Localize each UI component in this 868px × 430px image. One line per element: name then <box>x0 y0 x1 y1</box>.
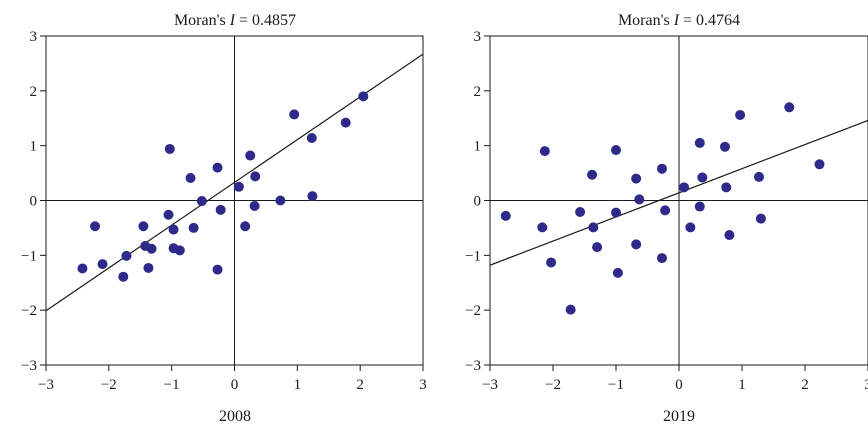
data-point-2019 <box>565 304 576 315</box>
data-point-2019 <box>784 102 795 113</box>
y-tick-label-2019: 1 <box>474 139 482 155</box>
x-tick-label-2008: −2 <box>101 377 117 393</box>
data-point-2008 <box>163 209 174 220</box>
y-tick-label-2019: −3 <box>465 358 481 374</box>
y-tick-label-2008: −3 <box>21 358 37 374</box>
y-tick-label-2019: 2 <box>474 84 482 100</box>
x-tick-label-2019: 1 <box>738 377 746 393</box>
y-tick-label-2008: −2 <box>21 303 37 319</box>
data-point-2008 <box>188 222 199 233</box>
data-point-2019 <box>592 242 603 253</box>
x-tick-label-2008: 1 <box>294 377 302 393</box>
y-tick-label-2008: 2 <box>30 84 38 100</box>
x-tick-label-2019: 2 <box>801 377 809 393</box>
y-tick-label-2008: 1 <box>30 139 38 155</box>
data-point-2008 <box>118 271 129 282</box>
data-point-2019 <box>755 213 766 224</box>
data-point-2019 <box>634 194 645 205</box>
data-point-2019 <box>694 201 705 212</box>
data-point-2019 <box>685 222 696 233</box>
data-point-2008 <box>250 171 261 182</box>
data-point-2008 <box>90 221 101 232</box>
data-point-2019 <box>587 169 598 180</box>
x-tick-label-2019: −1 <box>608 377 624 393</box>
data-point-2019 <box>754 171 765 182</box>
x-tick-label-2019: −3 <box>482 377 498 393</box>
chart-title-2019: Moran's I = 0.4764 <box>618 12 740 29</box>
x-tick-label-2019: −2 <box>545 377 561 393</box>
data-point-2008 <box>138 221 149 232</box>
data-point-2008 <box>358 91 369 102</box>
data-point-2019 <box>656 163 667 174</box>
data-point-2008 <box>143 262 154 273</box>
data-point-2008 <box>121 250 132 261</box>
x-tick-label-2008: −3 <box>38 377 54 393</box>
plot-area-2019: −3 −2 −1 0 1 2 3 3 2 1 0 −1 −2 −3 <box>465 29 868 393</box>
data-point-2008 <box>212 162 223 173</box>
data-point-2008 <box>164 143 175 154</box>
data-point-2008 <box>289 109 300 120</box>
y-tick-label-2008: 3 <box>30 29 38 45</box>
data-point-2008 <box>275 195 286 206</box>
data-point-2008 <box>168 224 179 235</box>
data-point-2008 <box>212 264 223 275</box>
data-point-2008 <box>245 150 256 161</box>
y-tick-label-2008: −1 <box>21 248 37 264</box>
x-tick-label-2019: 3 <box>864 377 868 393</box>
data-point-2019 <box>588 222 599 233</box>
data-point-2019 <box>539 146 550 157</box>
data-point-2019 <box>611 145 621 156</box>
data-point-2019 <box>697 172 708 183</box>
data-point-2019 <box>575 207 586 218</box>
x-tick-label-2008: 0 <box>231 377 239 393</box>
data-point-2019 <box>679 182 690 193</box>
x-axis-label-2008: 2008 <box>219 408 251 425</box>
x-tick-label-2008: 2 <box>356 377 364 393</box>
x-tick-label-2019: 0 <box>675 377 683 393</box>
data-point-2008 <box>307 191 318 202</box>
data-point-2019 <box>612 267 623 278</box>
data-point-2008 <box>196 196 207 207</box>
data-point-2008 <box>185 173 196 184</box>
x-tick-label-2008: 3 <box>419 377 427 393</box>
data-point-2019 <box>500 210 511 221</box>
data-point-2019 <box>721 182 732 193</box>
data-point-2019 <box>735 109 746 120</box>
data-point-2008 <box>233 181 244 192</box>
data-point-2019 <box>694 137 705 148</box>
chart-panel-2019: Moran's I = 0.4764 −3 −2 −1 0 1 2 3 3 2 1 0 −1 −2−3 … <box>465 12 868 425</box>
y-tick-label-2019: −2 <box>465 303 481 319</box>
data-point-2019 <box>724 230 735 241</box>
x-axis-label-2019: 2019 <box>663 408 695 425</box>
data-point-2008 <box>240 221 251 232</box>
y-tick-label-2019: −1 <box>465 248 481 264</box>
data-point-2008 <box>77 263 88 274</box>
chart-panel-2008: Moran's I = 0.4857 −3 −2 −1 0 1 2 3 3 2 1 0 −1 −2−3 … <box>21 12 427 425</box>
data-point-2019 <box>631 239 642 250</box>
data-point-2019 <box>611 207 621 218</box>
data-point-2008 <box>340 117 351 128</box>
data-point-2008 <box>146 243 157 254</box>
data-point-2008 <box>174 245 185 256</box>
y-tick-label-2008: 0 <box>30 194 38 210</box>
plot-area-2008: −3 −2 −1 0 1 2 3 3 2 1 0 −1 −2 −3 <box>21 29 427 393</box>
data-point-2008 <box>97 259 108 270</box>
x-tick-label-2008: −1 <box>164 377 180 393</box>
y-tick-label-2019: 0 <box>474 194 482 210</box>
y-tick-label-2019: 3 <box>474 29 482 45</box>
data-point-2008 <box>306 132 317 143</box>
data-point-2019 <box>537 222 548 233</box>
data-point-2019 <box>814 159 825 170</box>
data-point-2019 <box>631 173 642 184</box>
regression-line-2019 <box>489 119 868 266</box>
data-point-2019 <box>656 253 667 264</box>
data-point-2019 <box>719 141 730 152</box>
data-point-2019 <box>660 205 671 216</box>
data-point-2019 <box>546 257 557 268</box>
data-point-2008 <box>215 204 226 215</box>
chart-title-2008: Moran's I = 0.4857 <box>174 12 296 29</box>
data-point-2008 <box>249 200 260 211</box>
